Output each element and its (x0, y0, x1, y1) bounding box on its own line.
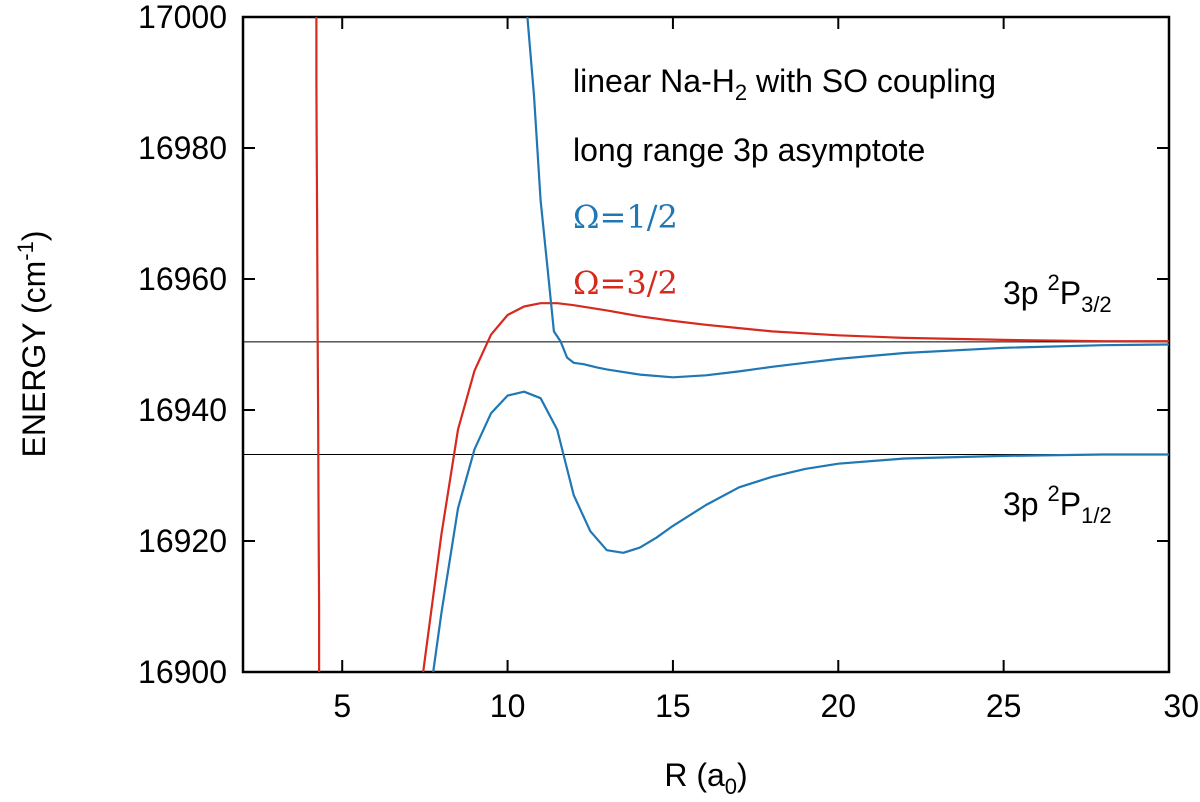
annotation-subtitle: long range 3p asymptote (573, 132, 925, 168)
y-tick-label: 16960 (138, 261, 227, 297)
y-axis-label: ENERGY (cm-1) (13, 231, 52, 458)
x-axis-label: R (a0) (664, 757, 747, 799)
series-line (422, 302, 1169, 672)
label-3p-2p32: 3p 2P3/2 (1003, 270, 1112, 317)
series-layer (315, 17, 1169, 672)
x-tick-label: 10 (490, 688, 526, 724)
y-tick-label: 16920 (138, 523, 227, 559)
y-tick-label: 16980 (138, 130, 227, 166)
series-line (526, 17, 1169, 379)
x-tick-label: 15 (655, 688, 691, 724)
series-line (432, 390, 1169, 672)
plot-frame (241, 15, 1171, 674)
ticks-layer: 5 10 15 20 25 30 16900 16920 16940 16960 16980 1700… (138, 0, 1199, 724)
y-tick-label: 16940 (138, 392, 227, 428)
y-tick-label: 16900 (138, 654, 227, 690)
x-tick-label: 30 (1163, 688, 1199, 724)
annotation-title: linear Na-H2 with SO coupling (573, 63, 996, 105)
series-line (315, 17, 321, 672)
legend-omega-half: Ω=1/2 (573, 198, 678, 236)
x-tick-label: 25 (986, 688, 1022, 724)
y-tick-label: 17000 (138, 0, 227, 35)
legend-omega-threehalf: Ω=3/2 (573, 264, 678, 302)
label-3p-2p12: 3p 2P1/2 (1003, 481, 1112, 528)
x-tick-label: 20 (820, 688, 856, 724)
x-tick-label: 5 (333, 688, 351, 724)
reference-lines (243, 341, 1169, 456)
